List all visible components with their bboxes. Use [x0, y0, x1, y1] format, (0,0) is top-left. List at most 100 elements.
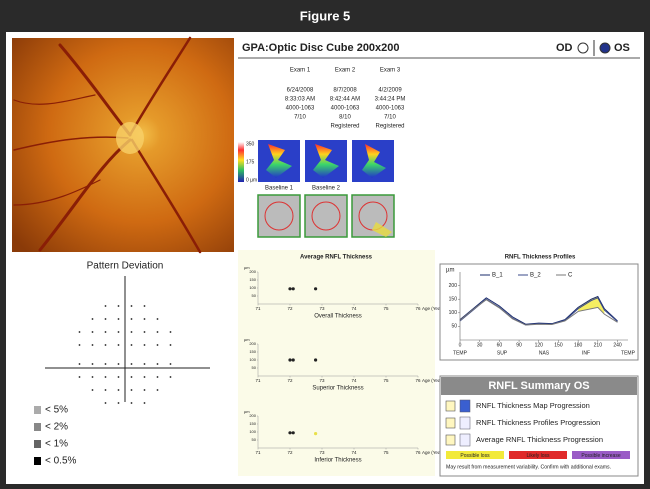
- od-label: OD: [556, 42, 573, 54]
- pd-title: Pattern Deviation: [87, 261, 164, 272]
- panel-label: Overall Thickness: [314, 314, 362, 320]
- colorbar-label: 350: [246, 141, 255, 147]
- y-axis-label: µm: [446, 268, 454, 274]
- pd-legend-label: < 0.5%: [45, 456, 77, 467]
- panel-label: Superior Thickness: [312, 386, 363, 392]
- pd-legend-label: < 5%: [45, 405, 68, 416]
- pd-point: [169, 331, 172, 333]
- legend-label: Possible loss: [460, 453, 490, 459]
- legend-label: Possible increase: [581, 453, 620, 459]
- y-axis-label: µm: [244, 409, 250, 414]
- pd-point: [78, 331, 81, 333]
- x-tick-label: 72: [287, 450, 293, 455]
- y-tick-label: 50: [252, 365, 257, 370]
- pd-point: [104, 344, 107, 346]
- pd-point: [117, 402, 120, 404]
- y-tick-label: 200: [249, 269, 256, 274]
- pd-point: [78, 363, 81, 365]
- avg-rnfl-bg: [238, 250, 435, 476]
- exam-name: Exam 3: [380, 68, 401, 74]
- summary-item: Average RNFL Thickness Progression: [476, 435, 603, 444]
- baseline-label: Baseline 2: [312, 186, 341, 192]
- pd-point: [91, 318, 94, 320]
- y-tick-label: 150: [449, 297, 458, 303]
- legend-swatch: [509, 451, 567, 459]
- x-tick-label: 60: [497, 342, 503, 348]
- pd-point: [130, 318, 133, 320]
- os-radio: [599, 42, 611, 54]
- checkbox: [445, 400, 456, 412]
- y-tick-label: 200: [249, 413, 256, 418]
- x-tick-label: 30: [477, 342, 483, 348]
- pd-point: [104, 389, 107, 391]
- pd-point: [143, 331, 146, 333]
- pd-point: [104, 376, 107, 378]
- pd-point: [91, 376, 94, 378]
- pd-point: [104, 402, 107, 404]
- y-tick-label: 100: [249, 357, 256, 362]
- pd-legend-label: < 1%: [45, 439, 68, 450]
- pd-point: [143, 389, 146, 391]
- exam-line: 8/7/2008: [333, 88, 357, 94]
- x-tick-label: 74: [351, 378, 357, 383]
- x-tick-label: 71: [255, 378, 261, 383]
- y-tick-label: 50: [451, 324, 457, 330]
- x-tick-label: 75: [383, 450, 389, 455]
- x-tick-label: 71: [255, 306, 261, 311]
- data-point: [288, 358, 292, 362]
- exam-line: 4000-1063: [286, 106, 315, 112]
- x-tick-label: 76: [415, 378, 421, 383]
- legend-label: B_2: [530, 273, 541, 279]
- legend-label: C: [568, 273, 573, 279]
- x-tick-label: 90: [516, 342, 522, 348]
- y-tick-label: 150: [249, 277, 256, 282]
- exam-line: 8:33:03 AM: [285, 97, 315, 103]
- pd-legend-symbol: [34, 440, 41, 448]
- x-tick-label: 71: [255, 450, 261, 455]
- pd-point: [78, 344, 81, 346]
- pd-point: [143, 305, 146, 307]
- icon: [459, 416, 471, 430]
- pd-point: [156, 318, 159, 320]
- pd-point: [117, 389, 120, 391]
- region-label: TEMP: [621, 350, 636, 356]
- x-tick-label: 75: [383, 378, 389, 383]
- pd-legend-symbol: [34, 423, 41, 431]
- data-point: [314, 432, 318, 436]
- x-tick-label: 0: [459, 342, 462, 348]
- data-point: [291, 431, 295, 435]
- summary-title: RNFL Summary OS: [488, 380, 589, 392]
- pd-point: [130, 389, 133, 391]
- exam-line: 4000-1063: [331, 106, 360, 112]
- region-label: NAS: [539, 350, 550, 356]
- pd-point: [143, 363, 146, 365]
- data-point: [288, 431, 292, 435]
- exam-line: 6/24/2008: [287, 88, 314, 94]
- pd-point: [130, 305, 133, 307]
- pd-point: [169, 344, 172, 346]
- exam-line: Registered: [330, 124, 359, 130]
- baseline-label: Baseline 1: [265, 186, 294, 192]
- x-tick-label: 72: [287, 378, 293, 383]
- optic-disc: [116, 122, 144, 154]
- exam-name: Exam 2: [335, 68, 356, 74]
- pd-point: [104, 318, 107, 320]
- legend-swatch: [446, 451, 504, 459]
- x-tick-label: 73: [319, 306, 325, 311]
- pd-point: [143, 376, 146, 378]
- summary-note: May result from measurement variability.…: [446, 464, 611, 470]
- exam-line: 4/2/2009: [378, 88, 402, 94]
- panel-label: Inferior Thickness: [314, 458, 361, 464]
- pd-point: [117, 331, 120, 333]
- pd-point: [130, 376, 133, 378]
- pd-point: [130, 402, 133, 404]
- legend-swatch: [572, 451, 630, 459]
- pd-point: [104, 305, 107, 307]
- y-tick-label: 150: [249, 421, 256, 426]
- pd-point: [117, 305, 120, 307]
- x-axis-label: Age (Years): [422, 378, 446, 383]
- profile-line: [459, 299, 618, 326]
- profiles-box: [439, 263, 639, 361]
- pd-point: [91, 389, 94, 391]
